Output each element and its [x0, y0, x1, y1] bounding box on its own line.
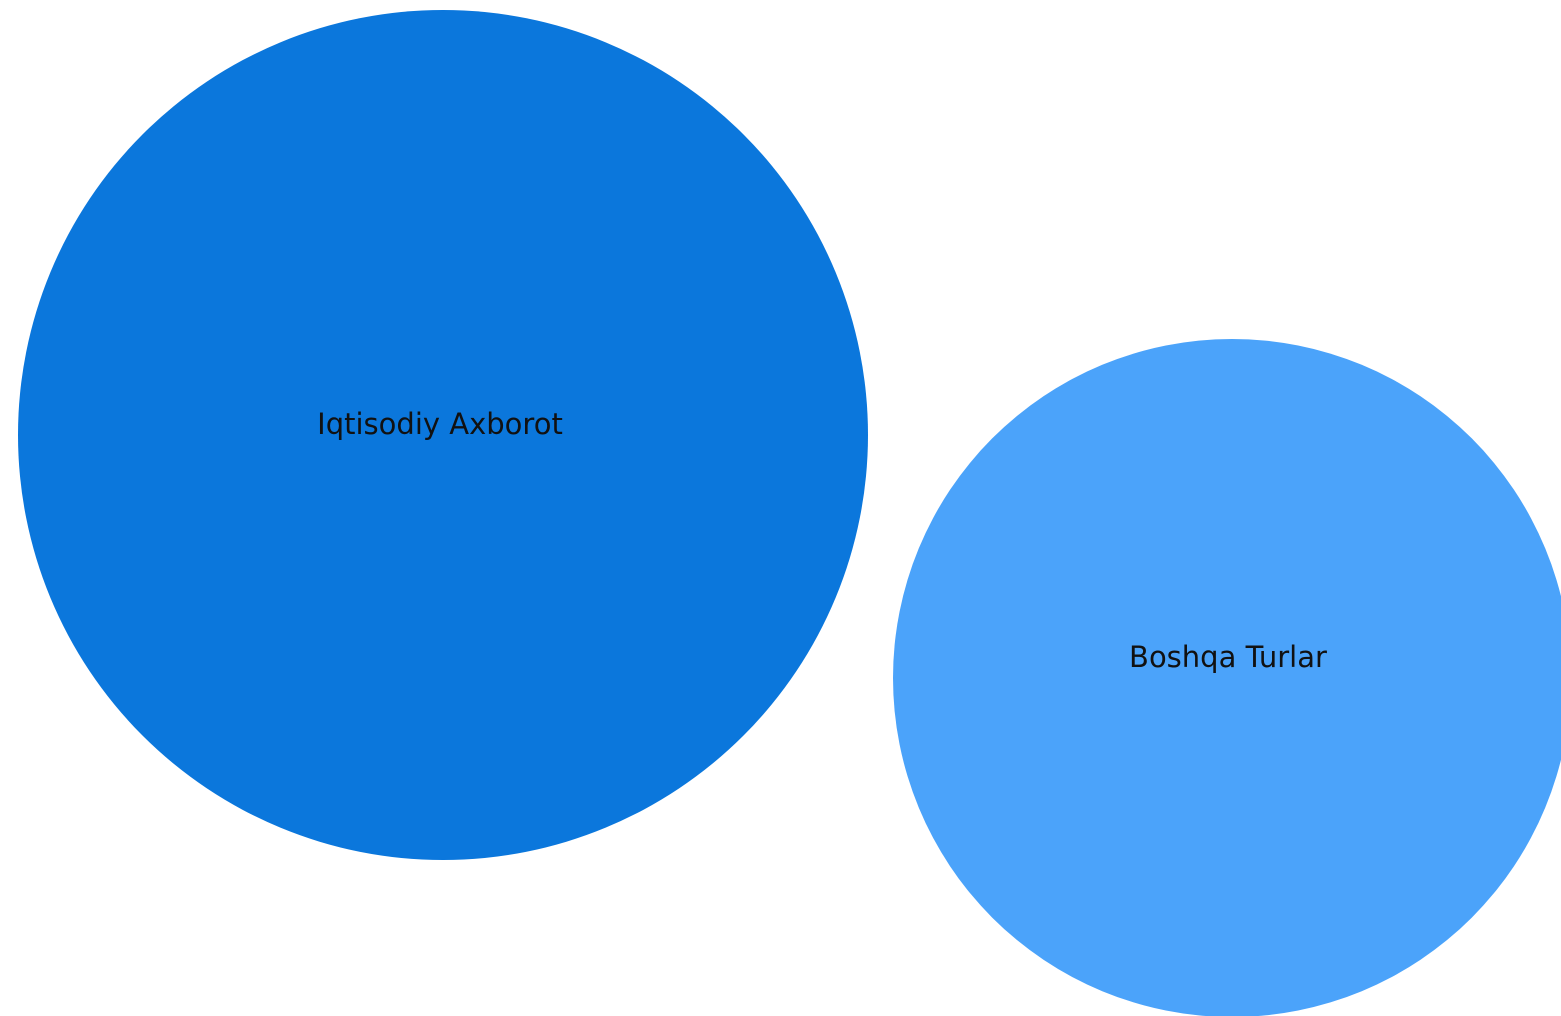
- bubble-group-1[interactable]: Boshqa Turlar: [893, 339, 1561, 1016]
- bubble-label-iqtisodiy-axborot: Iqtisodiy Axborot: [317, 407, 563, 441]
- bubble-group-0[interactable]: Iqtisodiy Axborot: [18, 10, 868, 860]
- bubble-boshqa-turlar[interactable]: [893, 339, 1561, 1016]
- bubble-label-boshqa-turlar: Boshqa Turlar: [1129, 640, 1327, 674]
- bubble-iqtisodiy-axborot[interactable]: [18, 10, 868, 860]
